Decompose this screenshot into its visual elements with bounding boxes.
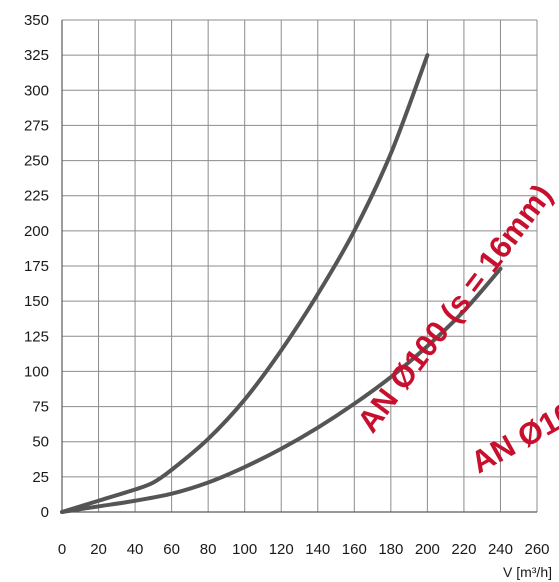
x-tick-label: 80 bbox=[200, 541, 217, 558]
y-tick-label: 300 bbox=[24, 82, 49, 99]
x-tick-label: 20 bbox=[90, 541, 107, 558]
y-tick-label: 25 bbox=[32, 469, 49, 486]
x-tick-label: 120 bbox=[269, 541, 294, 558]
y-tick-label: 350 bbox=[24, 12, 49, 29]
chart-grid bbox=[62, 19, 538, 512]
y-tick-label: 75 bbox=[32, 399, 49, 416]
x-tick-label: 200 bbox=[415, 541, 440, 558]
y-tick-label: 150 bbox=[24, 293, 49, 310]
x-tick-label: 0 bbox=[58, 541, 66, 558]
x-tick-label: 140 bbox=[305, 541, 330, 558]
series-label-s0: AN Ø100 (s = 0mm) bbox=[465, 312, 559, 480]
series-curves bbox=[60, 53, 503, 514]
y-tick-label: 225 bbox=[24, 188, 49, 205]
y-tick-label: 250 bbox=[24, 153, 49, 170]
x-axis-label: V [m³/h] bbox=[503, 564, 552, 580]
y-tick-label: 50 bbox=[32, 434, 49, 451]
x-tick-label: 180 bbox=[378, 541, 403, 558]
x-tick-label: 60 bbox=[163, 541, 180, 558]
x-tick-labels: 0 20 40 60 80 100 120 140 160 180 200 220 240 260 bbox=[58, 541, 550, 558]
series-label-s16: AN Ø100 (s = 16mm) bbox=[350, 178, 559, 439]
y-tick-label: 125 bbox=[24, 328, 49, 345]
y-tick-label: 275 bbox=[24, 117, 49, 134]
y-tick-label: 175 bbox=[24, 258, 49, 275]
series-curve-1 bbox=[60, 266, 503, 514]
x-tick-label: 100 bbox=[232, 541, 257, 558]
x-tick-label: 160 bbox=[342, 541, 367, 558]
x-tick-label: 240 bbox=[488, 541, 513, 558]
y-tick-labels: 0 25 50 75 100 125 150 175 200 225 250 275 300 325 350 bbox=[24, 12, 49, 521]
x-tick-label: 40 bbox=[127, 541, 144, 558]
series-curve-0 bbox=[60, 53, 430, 514]
y-tick-label: 0 bbox=[41, 504, 49, 521]
chart-axes bbox=[61, 20, 537, 513]
y-tick-label: 200 bbox=[24, 223, 49, 240]
x-tick-label: 220 bbox=[451, 541, 476, 558]
series-labels: AN Ø100 (s = 16mm)AN Ø100 (s = 0mm) bbox=[350, 178, 559, 480]
y-tick-label: 325 bbox=[24, 47, 49, 64]
x-tick-label: 260 bbox=[524, 541, 549, 558]
y-tick-label: 100 bbox=[24, 363, 49, 380]
